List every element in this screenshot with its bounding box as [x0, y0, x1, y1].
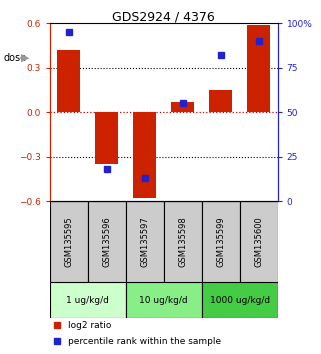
- Text: dose: dose: [3, 53, 26, 63]
- Bar: [209, 90, 232, 112]
- Bar: [133, 112, 156, 198]
- Bar: [50, 201, 88, 282]
- Bar: [164, 201, 202, 282]
- Bar: [95, 112, 118, 164]
- Bar: [202, 282, 278, 318]
- Bar: [202, 201, 240, 282]
- Text: GSM135599: GSM135599: [216, 217, 225, 267]
- Text: GSM135598: GSM135598: [178, 217, 187, 267]
- Bar: [126, 282, 202, 318]
- Text: GSM135600: GSM135600: [254, 217, 263, 267]
- Bar: [247, 25, 270, 112]
- Bar: [240, 201, 278, 282]
- Text: 1000 ug/kg/d: 1000 ug/kg/d: [210, 296, 270, 305]
- Bar: [88, 201, 126, 282]
- Text: log2 ratio: log2 ratio: [68, 321, 111, 330]
- Bar: [50, 282, 126, 318]
- Title: GDS2924 / 4376: GDS2924 / 4376: [112, 10, 215, 23]
- Text: GSM135597: GSM135597: [140, 217, 149, 267]
- Bar: [171, 102, 194, 112]
- Text: GSM135596: GSM135596: [102, 217, 111, 267]
- Text: 10 ug/kg/d: 10 ug/kg/d: [139, 296, 188, 305]
- Text: 1 ug/kg/d: 1 ug/kg/d: [66, 296, 109, 305]
- Text: GSM135595: GSM135595: [64, 217, 73, 267]
- Text: ▶: ▶: [21, 53, 29, 63]
- Bar: [57, 50, 80, 112]
- Text: percentile rank within the sample: percentile rank within the sample: [68, 337, 221, 346]
- Bar: [126, 201, 164, 282]
